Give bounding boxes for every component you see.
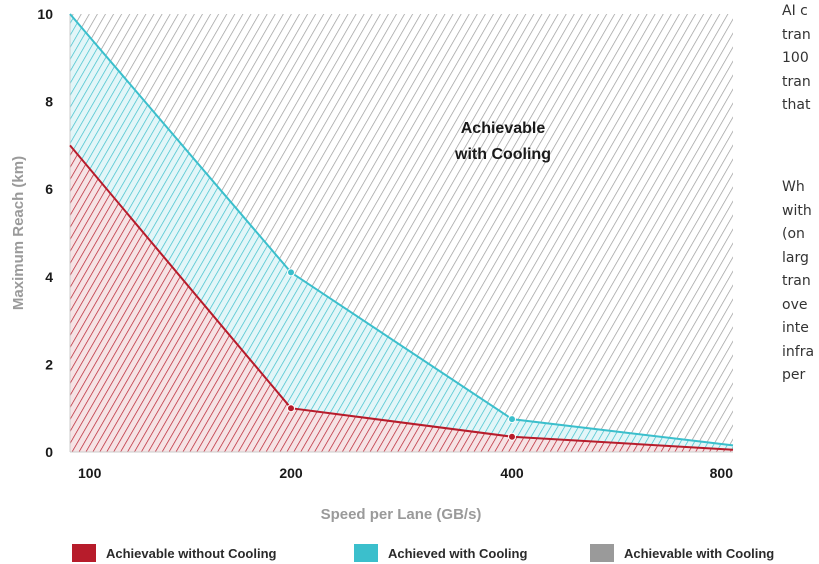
legend-label-achievable-with-cooling: Achievable with Cooling bbox=[624, 545, 775, 561]
line-achieved-with-cooling bbox=[69, 13, 734, 447]
legend-swatch-red bbox=[72, 544, 96, 562]
legend-item-without-cooling: Achievable without Cooling bbox=[72, 542, 276, 564]
y-tick-label: 2 bbox=[45, 356, 53, 372]
area-achievable-without-cooling bbox=[70, 145, 733, 452]
point-achieved-with-cooling-400 bbox=[508, 415, 516, 424]
y-tick-label: 4 bbox=[45, 269, 53, 285]
line-without-cooling bbox=[69, 144, 734, 451]
legend-label-without-cooling: Achievable without Cooling bbox=[106, 545, 277, 561]
x-tick-label: 100 bbox=[78, 465, 102, 481]
legend-item-achieved-with-cooling: Achieved with Cooling bbox=[354, 542, 527, 564]
side-paragraph-1: AI c tran 100 tran that bbox=[782, 3, 811, 113]
x-tick-label: 400 bbox=[500, 465, 524, 481]
legend-label-achieved-with-cooling: Achieved with Cooling bbox=[388, 545, 528, 561]
legend-item-achievable-with-cooling: Achievable with Cooling bbox=[590, 542, 774, 564]
legend-swatch-gray bbox=[590, 544, 614, 562]
y-tick-label: 0 bbox=[45, 444, 53, 460]
legend: Achievable without Cooling Achieved with… bbox=[0, 542, 819, 564]
x-axis-title: Speed per Lane (GB/s) bbox=[321, 506, 482, 523]
side-paragraph-2: Wh with (on larg tran ove inte infra per bbox=[782, 179, 815, 383]
chart-marks bbox=[69, 13, 734, 451]
annotation-line-2: with Cooling bbox=[454, 146, 551, 163]
y-tick-label: 8 bbox=[45, 94, 53, 110]
chart: 0 2 4 6 8 10 100 200 400 800 Achievable with Cool… bbox=[10, 6, 734, 523]
axis-ticks: 0 2 4 6 8 10 100 200 400 800 bbox=[37, 6, 733, 481]
point-achieved-with-cooling-200 bbox=[287, 268, 295, 277]
point-without-cooling-200 bbox=[287, 404, 295, 413]
point-without-cooling-400 bbox=[508, 432, 516, 441]
side-text: AI c tran 100 tran that Wh with (on larg tran ove… bbox=[782, 0, 819, 440]
legend-swatch-cyan bbox=[354, 544, 378, 562]
x-tick-label: 800 bbox=[710, 465, 734, 481]
y-axis-title: Maximum Reach (km) bbox=[10, 156, 27, 310]
annotation-line-1: Achievable bbox=[461, 120, 546, 137]
x-tick-label: 200 bbox=[279, 465, 303, 481]
y-tick-label: 10 bbox=[37, 6, 53, 22]
y-tick-label: 6 bbox=[45, 181, 53, 197]
